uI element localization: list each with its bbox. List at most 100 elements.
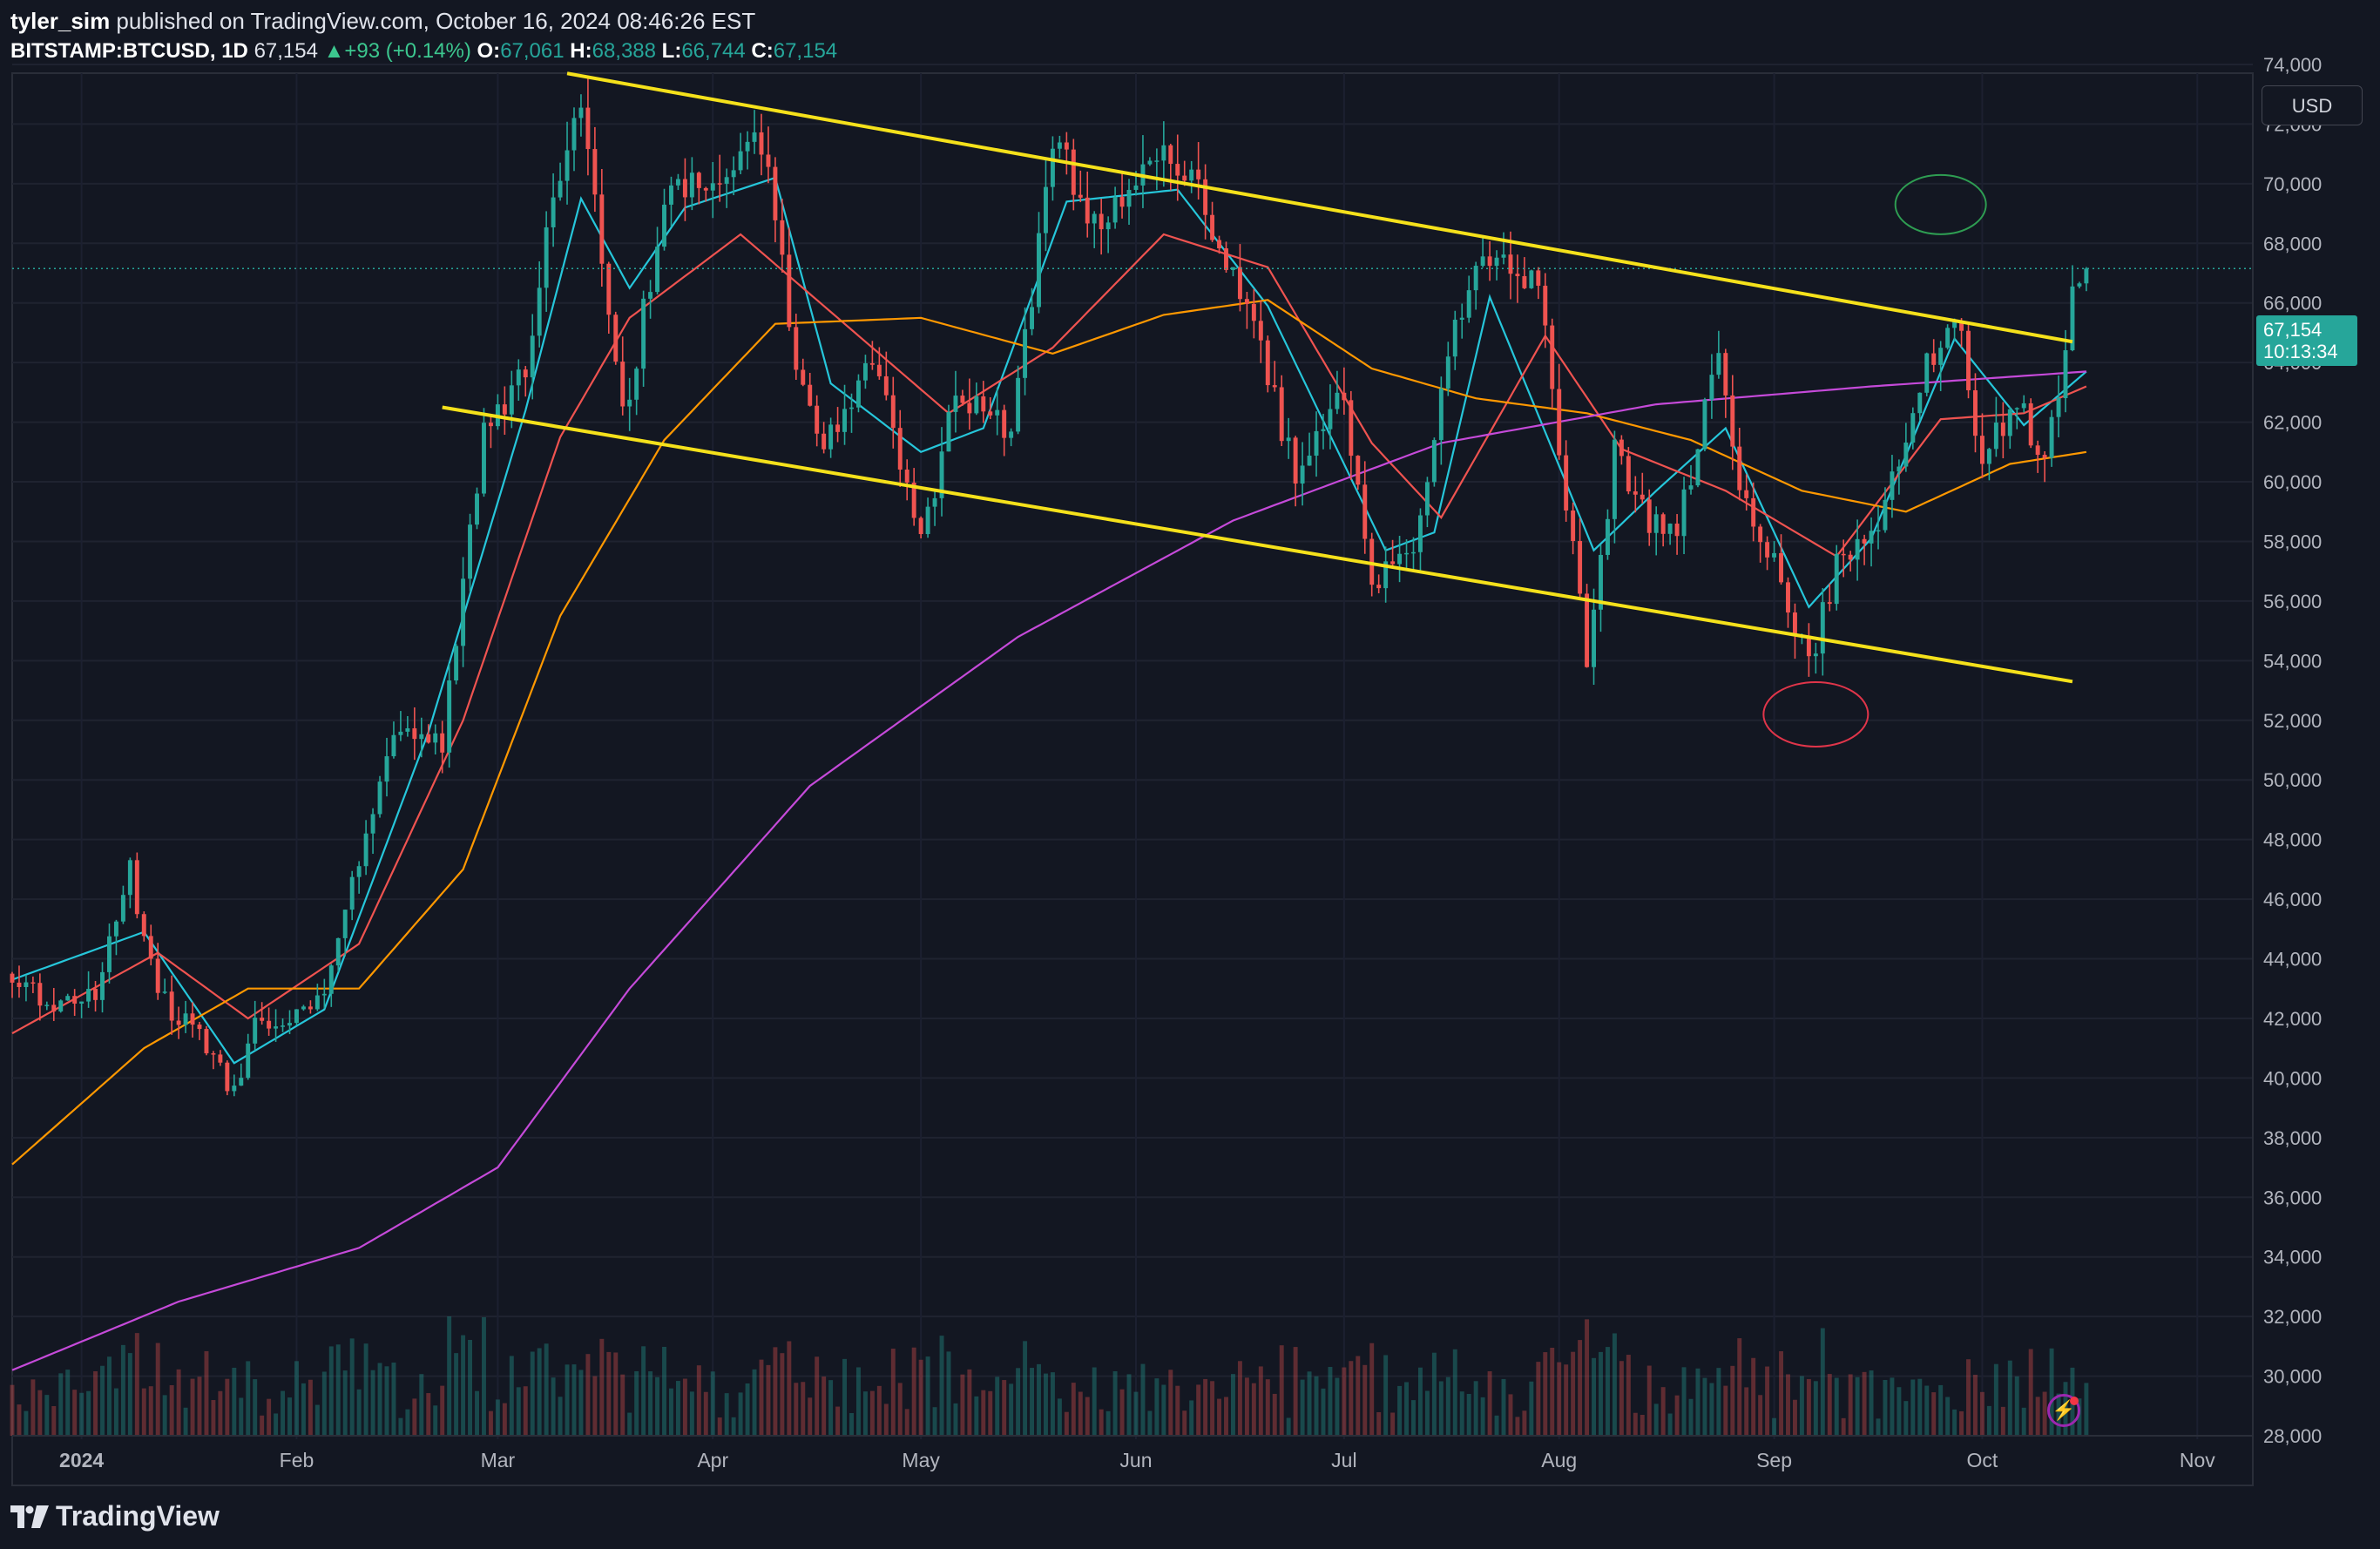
channel-upper-line[interactable]: [566, 71, 2073, 344]
candle-body: [17, 982, 22, 987]
volume-bar: [391, 1363, 396, 1436]
candle-body: [745, 141, 750, 152]
volume-bar: [79, 1392, 85, 1436]
candle-body: [988, 411, 993, 416]
x-tick-label: Sep: [1756, 1449, 1792, 1471]
tradingview-logo[interactable]: TradingView: [10, 1500, 220, 1532]
volume-bar: [1376, 1411, 1382, 1436]
candle-body: [79, 1001, 85, 1004]
volume-bar: [571, 1364, 577, 1436]
volume-bar: [689, 1391, 694, 1436]
volume-bar: [1328, 1367, 1333, 1436]
volume-bar: [925, 1356, 930, 1436]
candle-body: [509, 385, 514, 415]
candle-body: [738, 151, 743, 171]
volume-bar: [1986, 1405, 1991, 1436]
candle-body: [1772, 552, 1777, 558]
y-tick-label: 68,000: [2263, 233, 2322, 254]
candle-body: [773, 166, 778, 220]
candle-body: [2063, 350, 2068, 398]
candle-body: [759, 132, 764, 155]
volume-bar: [815, 1356, 820, 1436]
candle-body: [2056, 397, 2061, 417]
candle-body: [1883, 499, 1888, 531]
volume-bar: [1189, 1400, 1194, 1436]
candle-body: [58, 1000, 64, 1011]
support-ellipse[interactable]: [1762, 680, 1870, 747]
currency-button[interactable]: USD: [2262, 85, 2363, 125]
volume-bar: [2021, 1407, 2026, 1436]
volume-bar: [1612, 1333, 1617, 1436]
candle-body: [281, 1025, 286, 1027]
volume-bar: [1397, 1385, 1403, 1436]
volume-bar: [1959, 1410, 1964, 1436]
low-label: L:: [661, 39, 682, 63]
volume-bar: [1993, 1363, 1998, 1436]
candle-body: [1314, 430, 1319, 457]
candle-body: [1321, 429, 1326, 431]
symbol-label[interactable]: BITSTAMP:BTCUSD, 1D: [10, 39, 248, 63]
candle-body: [1931, 353, 1937, 365]
candle-body: [127, 860, 132, 896]
volume-bar: [516, 1387, 521, 1436]
chart-header: tyler_sim published on TradingView.com, …: [10, 5, 837, 66]
y-tick-label: 70,000: [2263, 173, 2322, 195]
candle-body: [1397, 553, 1403, 565]
candle-body: [801, 369, 806, 385]
y-tick-label: 38,000: [2263, 1127, 2322, 1149]
candle-body: [335, 937, 341, 966]
volume-bar: [1571, 1351, 1576, 1436]
candle-body: [468, 524, 473, 579]
volume-bar: [1438, 1381, 1444, 1436]
candle-body: [1737, 446, 1742, 490]
candle-body: [544, 227, 549, 288]
volume-bar: [1564, 1364, 1569, 1436]
volume-bar: [1550, 1348, 1555, 1436]
volume-bar: [1730, 1365, 1735, 1436]
candle-body: [1466, 290, 1471, 318]
volume-bar: [1099, 1409, 1104, 1436]
candle-body: [274, 1026, 279, 1029]
volume-bar: [558, 1397, 563, 1436]
volume-bar: [232, 1367, 237, 1436]
volume-bar: [1605, 1347, 1610, 1436]
volume-bar: [585, 1354, 591, 1436]
candle-body: [1660, 514, 1666, 534]
candle-body: [551, 197, 556, 227]
volume-bar: [822, 1377, 827, 1436]
volume-bar: [995, 1377, 1000, 1436]
volume-bar: [356, 1389, 362, 1436]
volume-bar: [1002, 1380, 1007, 1436]
candle-body: [1244, 299, 1249, 304]
candle-body: [1779, 552, 1783, 583]
volume-bar: [876, 1385, 882, 1436]
candle-body: [925, 506, 930, 535]
candle-body: [1445, 356, 1450, 389]
candle-body: [218, 1054, 223, 1063]
candle-body: [1633, 491, 1638, 495]
candle-body: [301, 1006, 306, 1010]
volume-bar: [37, 1390, 43, 1436]
volume-bar: [717, 1417, 722, 1436]
author-name[interactable]: tyler_sim: [10, 8, 111, 34]
volume-bar: [1217, 1398, 1222, 1436]
candle-body: [253, 1018, 258, 1044]
volume-bar: [662, 1346, 666, 1436]
volume-bar: [58, 1373, 64, 1436]
volume-bar: [1112, 1370, 1118, 1436]
target-ellipse[interactable]: [1894, 173, 1987, 235]
candle-body: [2035, 445, 2040, 456]
candle-body: [1424, 482, 1430, 516]
volume-bar: [1917, 1378, 1923, 1436]
candle-body: [1182, 175, 1187, 181]
volume-bar: [1175, 1385, 1180, 1436]
volume-bar: [17, 1404, 22, 1436]
volume-bar: [308, 1379, 313, 1436]
volume-bar: [183, 1407, 188, 1436]
channel-lower-line[interactable]: [442, 405, 2073, 684]
volume-bar: [627, 1412, 632, 1436]
volume-bar: [127, 1353, 132, 1436]
volume-bar: [1827, 1374, 1832, 1436]
candle-body: [1709, 375, 1714, 400]
